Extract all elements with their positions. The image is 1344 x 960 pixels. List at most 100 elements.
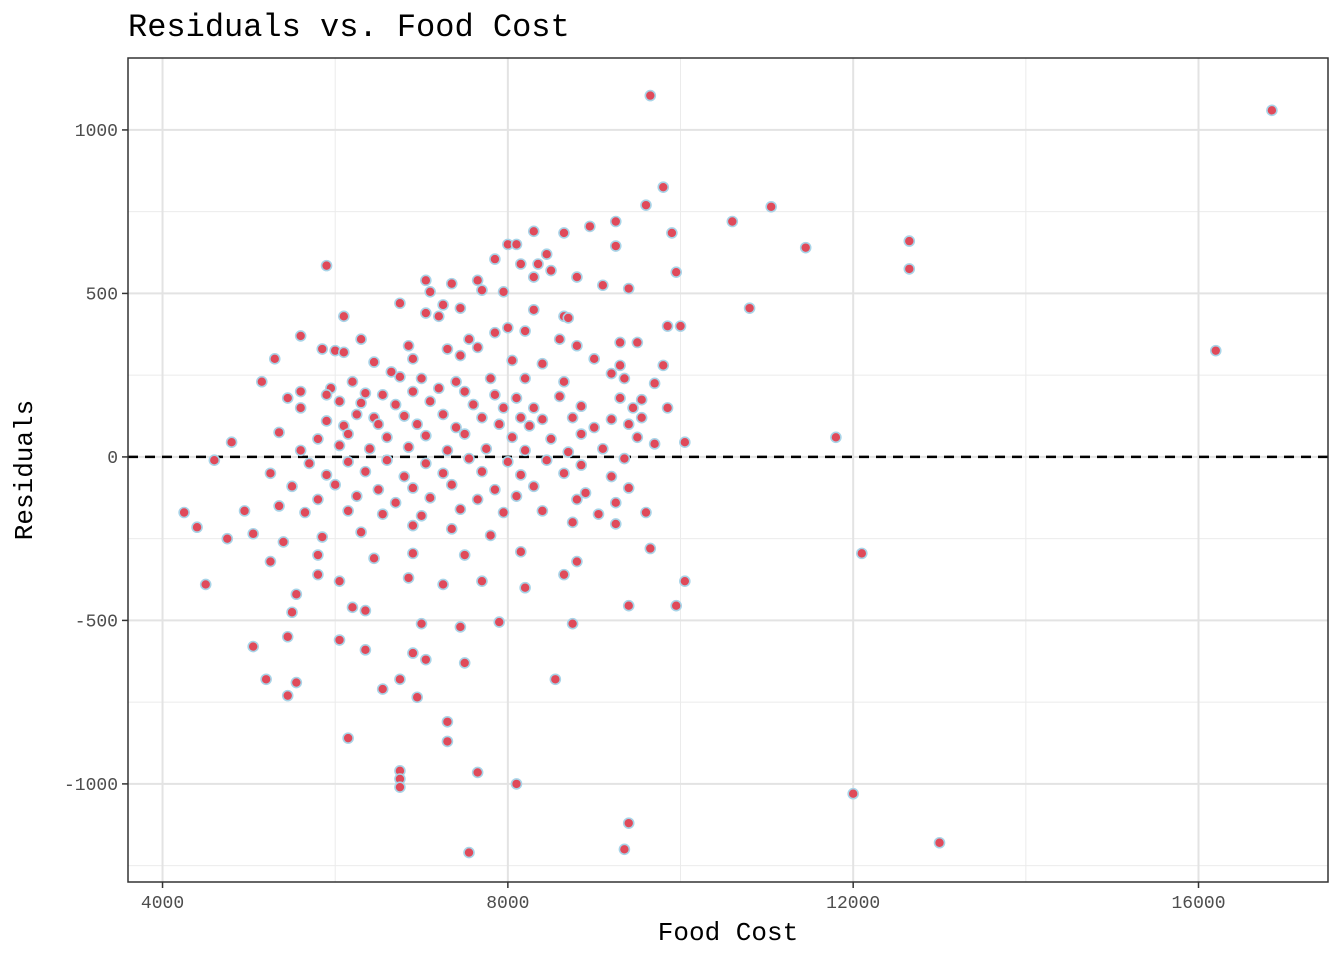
data-point [476, 411, 488, 424]
data-point [644, 542, 657, 555]
data-point [476, 284, 488, 296]
data-point [622, 418, 635, 431]
data-point [506, 431, 518, 444]
data-point [575, 428, 588, 440]
y-axis-ticks: 1000 500 0 -500 -1000 [64, 122, 128, 796]
data-point [320, 388, 333, 401]
data-point [372, 483, 385, 496]
data-point [432, 382, 445, 395]
data-point [536, 413, 549, 426]
data-point [527, 480, 540, 493]
data-point [238, 505, 251, 517]
data-point [208, 454, 221, 466]
data-point [359, 644, 372, 656]
data-point [558, 467, 570, 480]
data-point [609, 215, 622, 228]
data-point [273, 426, 285, 439]
data-point [407, 647, 419, 659]
data-point [454, 302, 467, 314]
data-point [592, 508, 605, 520]
data-point [178, 506, 190, 519]
data-point [622, 282, 635, 295]
data-point [381, 454, 393, 466]
data-point [631, 431, 644, 444]
data-point [394, 673, 406, 686]
data-point [303, 457, 316, 470]
data-point [510, 778, 523, 790]
data-point [566, 617, 579, 630]
data-point [527, 402, 540, 414]
data-point [333, 575, 346, 587]
data-point [648, 377, 661, 390]
data-point [540, 454, 553, 466]
data-point [290, 676, 303, 689]
data-point [562, 312, 575, 324]
data-point [640, 506, 652, 519]
data-point [515, 411, 527, 424]
data-point [558, 227, 570, 239]
data-point [454, 503, 467, 516]
grid-lines [128, 58, 1328, 882]
data-point [545, 264, 557, 277]
data-point [679, 575, 691, 587]
data-point [260, 673, 272, 686]
data-point [640, 199, 652, 211]
data-point [333, 439, 346, 452]
data-point [566, 411, 579, 424]
data-point [605, 413, 618, 426]
data-point [286, 480, 298, 493]
data-point [299, 506, 311, 519]
data-point [342, 505, 354, 517]
x-tick-label: 12000 [826, 894, 880, 914]
data-point [726, 215, 739, 228]
data-point [338, 310, 350, 323]
data-point [398, 470, 411, 483]
data-point [614, 336, 626, 349]
data-point [519, 581, 531, 594]
data-point [316, 343, 329, 355]
y-tick-label: 500 [86, 285, 118, 305]
data-point [402, 339, 415, 352]
data-point [545, 433, 557, 445]
data-point [281, 689, 294, 702]
data-point [765, 200, 777, 213]
data-point [320, 259, 333, 272]
data-point [571, 339, 583, 352]
data-point [933, 836, 946, 849]
data-point [312, 549, 324, 561]
data-point [553, 390, 566, 403]
data-point [657, 181, 670, 193]
data-point [247, 527, 259, 540]
data-point [1209, 344, 1222, 357]
data-point [622, 599, 635, 612]
data-point [631, 336, 644, 349]
data-point [454, 349, 467, 362]
data-point [471, 766, 484, 779]
data-point [489, 388, 501, 401]
data-point [661, 402, 674, 414]
data-point [376, 683, 389, 695]
data-point [506, 354, 518, 367]
data-point [558, 568, 570, 581]
data-point [437, 408, 449, 421]
data-point [290, 588, 303, 601]
data-point [903, 263, 916, 275]
data-point [320, 469, 333, 481]
data-point [566, 516, 579, 529]
data-point [294, 330, 307, 342]
data-point [191, 521, 203, 534]
data-point [536, 357, 549, 370]
data-point [458, 657, 471, 669]
data-point [622, 482, 635, 494]
data-point [441, 715, 454, 728]
data-point [445, 523, 458, 535]
data-point [450, 375, 462, 388]
data-point [346, 375, 359, 388]
data-point [562, 446, 575, 458]
data-point [661, 320, 674, 332]
data-point [670, 599, 683, 612]
data-point [510, 392, 523, 404]
data-point [320, 415, 333, 427]
data-point [484, 529, 497, 542]
